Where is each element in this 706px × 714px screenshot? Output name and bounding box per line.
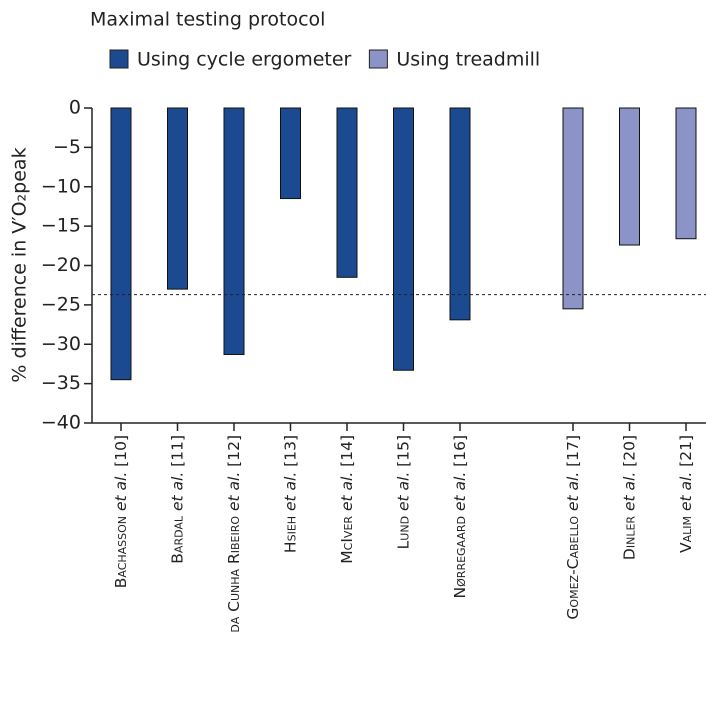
- bar: [110, 107, 132, 381]
- x-tick-label: McIver et al. [14]: [338, 435, 356, 564]
- x-tick-label: Bardal et al. [11]: [168, 435, 186, 564]
- x-tick-label: Lund et al. [15]: [394, 435, 412, 549]
- bar: [619, 107, 640, 246]
- legend-label: Using cycle ergometer: [137, 49, 352, 71]
- bar: [675, 107, 697, 240]
- bar: [562, 107, 584, 310]
- x-tick-label: Valim et al. [21]: [677, 435, 695, 553]
- y-tick-label: 0: [69, 97, 81, 119]
- legend-swatch: [109, 49, 129, 69]
- x-tick-label: Hsieh et al. [13]: [281, 435, 299, 553]
- x-tick-label: da Cunha Ribeiro et al. [12]: [225, 435, 243, 633]
- bar: [449, 107, 471, 321]
- bar: [223, 107, 245, 355]
- bar: [393, 107, 414, 371]
- legend-label: Using treadmill: [396, 49, 540, 71]
- y-tick-label: −25: [41, 293, 81, 315]
- bar: [336, 107, 358, 278]
- x-tick-label: Bachasson et al. [10]: [112, 435, 130, 588]
- y-tick-label: −35: [41, 372, 81, 394]
- y-tick-label: −5: [53, 136, 81, 158]
- bar: [280, 107, 301, 200]
- y-tick-label: −30: [41, 333, 81, 355]
- y-tick-label: −20: [41, 254, 81, 276]
- x-tick-label: Nørregaard et al. [16]: [451, 435, 469, 598]
- y-tick-label: −40: [41, 412, 81, 434]
- x-tick-label: Gomez-Cabello et al. [17]: [564, 435, 582, 620]
- y-axis-label: % difference in V′O₂peak: [9, 147, 31, 382]
- bar: [167, 107, 188, 290]
- x-tick-label: Dinler et al. [20]: [620, 435, 638, 560]
- y-tick-label: −15: [41, 215, 81, 237]
- legend-title: Maximal testing protocol: [90, 9, 325, 31]
- y-tick-label: −10: [41, 175, 81, 197]
- legend-swatch: [368, 49, 388, 69]
